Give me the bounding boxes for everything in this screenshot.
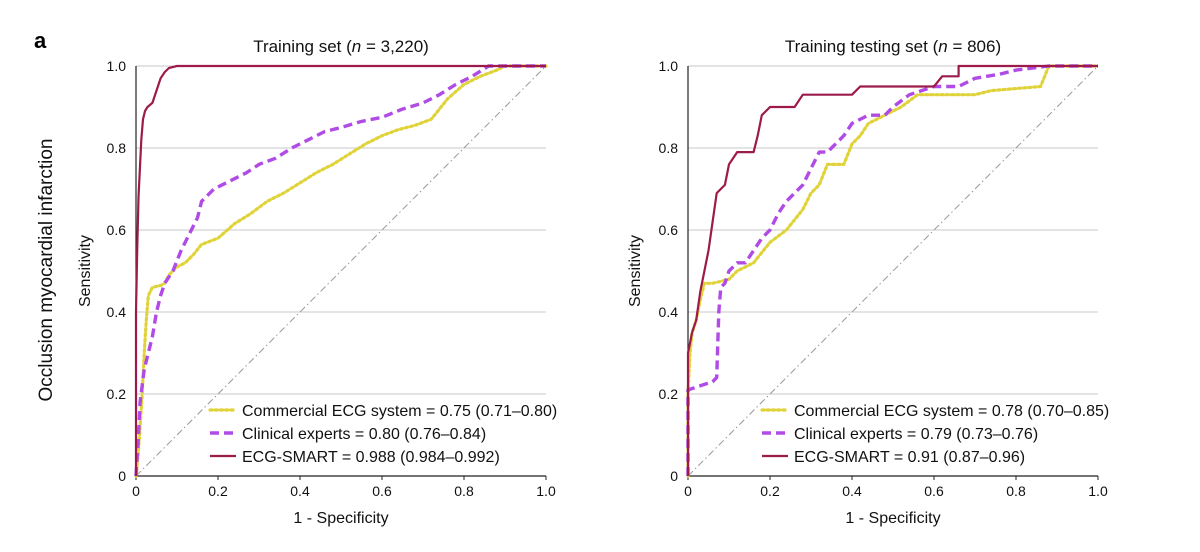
series-line-solid [686, 64, 1098, 476]
chart-title-italic: n [938, 37, 947, 56]
roc-chart-training-set: 0 0.2 0.4 0.6 0.8 1.0 0 0.2 0.4 0.6 0.8 1.0 Training… [77, 37, 557, 527]
y-tick-label: 0.4 [107, 304, 127, 320]
series-line-dotted [686, 64, 1100, 478]
x-tick-label: 0.8 [1006, 483, 1026, 499]
y-tick-label: 0.8 [659, 140, 679, 156]
chance-diagonal [135, 65, 547, 477]
x-tick-label: 0 [132, 483, 140, 499]
y-tick-label: 0.8 [107, 140, 127, 156]
x-tick-label: 0.4 [842, 483, 862, 499]
chart-title: Training set (n = 3,220) [253, 37, 429, 56]
shared-y-axis-label: Occlusion myocardial infarction [36, 139, 57, 402]
y-tick-label: 0.2 [107, 386, 127, 402]
x-tick-label: 0.2 [208, 483, 228, 499]
series-line-dashed [686, 64, 1098, 476]
panel-label: a [34, 28, 47, 53]
legend-entry: ECG-SMART = 0.988 (0.984–0.992) [242, 449, 500, 466]
x-tick-label: 0 [684, 483, 692, 499]
y-tick-label: 1.0 [659, 58, 679, 74]
y-tick-label: 0.6 [107, 222, 127, 238]
x-tick-label: 1.0 [1088, 483, 1108, 499]
y-tick-label: 1.0 [107, 58, 127, 74]
chance-diagonal [687, 65, 1099, 477]
y-tick-label: 0 [118, 468, 126, 484]
chart-title-prefix: Training set ( [253, 37, 352, 56]
chart-title-italic: n [352, 37, 361, 56]
chart-title: Training testing set (n = 806) [785, 37, 1001, 56]
legend-entry: Clinical experts = 0.79 (0.73–0.76) [794, 426, 1038, 443]
x-axis-label: 1 - Specificity [845, 510, 940, 527]
y-tick-label: 0 [670, 468, 678, 484]
x-axis-label: 1 - Specificity [293, 510, 388, 527]
y-tick-label: 0.4 [659, 304, 679, 320]
x-tick-label: 0.6 [924, 483, 944, 499]
series-line-dotted [134, 64, 548, 478]
chart-title-suffix: = 3,220) [361, 37, 429, 56]
y-tick-label: 0.2 [659, 386, 679, 402]
y-axis-label: Sensitivity [77, 235, 94, 307]
series-line-dashed [134, 64, 546, 477]
y-tick-label: 0.6 [659, 222, 679, 238]
legend-entry: Commercial ECG system = 0.78 (0.70–0.85) [794, 403, 1109, 420]
legend-entry: Clinical experts = 0.80 (0.76–0.84) [242, 426, 486, 443]
x-tick-label: 1.0 [536, 483, 556, 499]
legend-entry: ECG-SMART = 0.91 (0.87–0.96) [794, 449, 1025, 466]
x-tick-label: 0.6 [372, 483, 392, 499]
series-line-solid [134, 64, 546, 476]
x-tick-label: 0.8 [454, 483, 474, 499]
chart-title-prefix: Training testing set ( [785, 37, 939, 56]
roc-chart-training-testing-set: 0 0.2 0.4 0.6 0.8 1.0 0 0.2 0.4 0.6 0.8 1.0 Training… [627, 37, 1109, 527]
legend-entry: Commercial ECG system = 0.75 (0.71–0.80) [242, 403, 557, 420]
chart-title-suffix: = 806) [948, 37, 1001, 56]
y-axis-label: Sensitivity [627, 235, 644, 307]
x-tick-label: 0.2 [760, 483, 780, 499]
x-tick-label: 0.4 [290, 483, 310, 499]
